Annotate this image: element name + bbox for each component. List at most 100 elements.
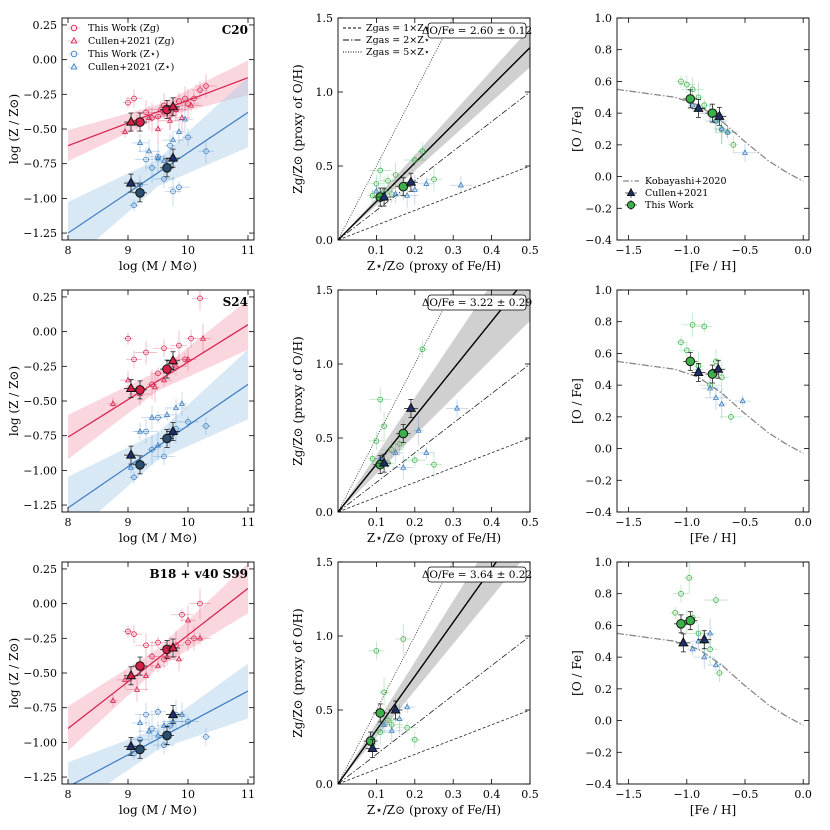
x-tick-label: 8 xyxy=(65,244,72,257)
legend-label: This Work (Zg) xyxy=(88,23,160,34)
y-tick-label: 0.0 xyxy=(316,234,334,247)
mean-point xyxy=(699,633,710,644)
y-tick-label: 0.8 xyxy=(595,316,613,329)
data-point xyxy=(381,721,388,727)
data-point xyxy=(689,322,696,328)
ratio-band xyxy=(338,290,530,512)
data-point xyxy=(431,176,437,183)
data-point xyxy=(678,339,684,346)
data-point xyxy=(185,134,191,141)
data-point xyxy=(385,178,391,184)
panel-1-0: 8 9 10 11 −1.25 −1.00 −0.75 −0.50 −0.25 0.00 0.25 l… xyxy=(7,289,255,545)
data-point xyxy=(109,697,117,703)
mean-point xyxy=(693,102,704,112)
plot-area xyxy=(67,563,249,784)
mean-point xyxy=(135,188,145,198)
legend-label: This Work (Z⋆) xyxy=(88,49,160,60)
data-point xyxy=(197,600,203,607)
y-tick-label: −0.4 xyxy=(585,234,612,247)
ratio-box xyxy=(427,294,527,311)
axes-frame xyxy=(337,289,531,513)
data-point xyxy=(160,722,168,728)
data-point xyxy=(411,186,418,192)
mean-point xyxy=(378,191,390,201)
series-4 xyxy=(133,640,174,676)
x-tick-label: 0.0 xyxy=(794,788,812,801)
series-5 xyxy=(124,638,180,686)
data-point xyxy=(125,628,131,635)
data-point xyxy=(161,176,167,182)
data-point xyxy=(148,414,156,420)
data-point xyxy=(191,95,197,102)
data-point xyxy=(172,362,180,369)
data-point xyxy=(185,419,191,425)
x-tick-label: 0.5 xyxy=(521,788,539,801)
data-point xyxy=(149,653,155,660)
mean-point xyxy=(167,354,179,365)
mean-point xyxy=(125,449,137,459)
data-point xyxy=(678,590,684,597)
y-axis-label: [O / Fe] xyxy=(570,378,584,424)
panel-0-2: −1.5 −1.0 −0.5 0.0 −0.4 −0.2 0.0 0.2 0.4 0.6 0.8 1.… xyxy=(570,12,812,273)
x-tick-label: 0.5 xyxy=(521,244,539,257)
data-point xyxy=(125,99,131,106)
mean-point xyxy=(125,116,137,126)
series-2 xyxy=(674,611,698,634)
ref-line-5x xyxy=(338,18,454,240)
x-tick-label: 0.3 xyxy=(444,788,462,801)
ratio-band xyxy=(338,562,521,784)
x-tick-label: 0.4 xyxy=(483,516,501,529)
series-0 xyxy=(123,73,217,133)
axes-frame xyxy=(616,17,810,241)
y-tick-label: 1.0 xyxy=(316,358,334,371)
ratio-box xyxy=(427,22,527,39)
data-point xyxy=(145,727,153,734)
y-tick-label: 0.25 xyxy=(33,563,58,576)
mean-point xyxy=(162,364,172,374)
data-point xyxy=(707,629,714,636)
x-tick-label: 0.4 xyxy=(483,788,501,801)
data-point xyxy=(377,167,384,174)
x-tick-label: −0.5 xyxy=(732,244,759,257)
data-point xyxy=(170,188,176,195)
data-point xyxy=(143,349,149,356)
plot-area xyxy=(617,312,804,454)
x-tick-label: 0.2 xyxy=(406,516,424,529)
mean-point xyxy=(378,457,390,467)
data-point xyxy=(396,441,403,447)
series-3 xyxy=(691,98,727,126)
data-point xyxy=(160,376,168,383)
data-point xyxy=(154,154,162,161)
data-point xyxy=(411,736,418,743)
data-point xyxy=(392,449,399,455)
y-tick-label: 0.5 xyxy=(316,704,334,717)
data-point xyxy=(404,724,410,731)
y-tick-label: −1.25 xyxy=(23,499,57,512)
x-tick-label: 0.0 xyxy=(794,516,812,529)
data-point xyxy=(161,345,167,352)
mean-point xyxy=(707,108,718,118)
data-point xyxy=(154,441,162,448)
data-point xyxy=(149,725,155,732)
x-tick-label: −1.5 xyxy=(615,788,642,801)
series-7 xyxy=(124,148,180,193)
series-5 xyxy=(124,97,180,132)
series-1 xyxy=(687,618,724,672)
y-tick-label: 0.0 xyxy=(595,443,613,456)
panel-0-1: 0.1 0.2 0.3 0.4 0.5 0.0 0.5 1.0 1.5 Z⋆/Z⊙ (proxy … xyxy=(291,12,539,273)
series-2 xyxy=(373,424,411,475)
data-point xyxy=(713,597,719,603)
mean-point xyxy=(125,177,137,187)
data-point xyxy=(730,142,737,148)
series-6 xyxy=(133,429,174,475)
x-axis-label: [Fe / H] xyxy=(690,803,736,817)
y-tick-label: −0.25 xyxy=(23,632,57,645)
x-tick-label: −1.5 xyxy=(615,516,642,529)
mean-point xyxy=(390,704,401,714)
kobayashi-curve xyxy=(617,632,804,726)
data-point xyxy=(154,731,162,738)
x-axis-label: log (M / M⊙) xyxy=(119,803,197,817)
fit-line-0 xyxy=(67,77,249,147)
mean-point xyxy=(678,636,689,647)
data-point xyxy=(154,662,162,669)
